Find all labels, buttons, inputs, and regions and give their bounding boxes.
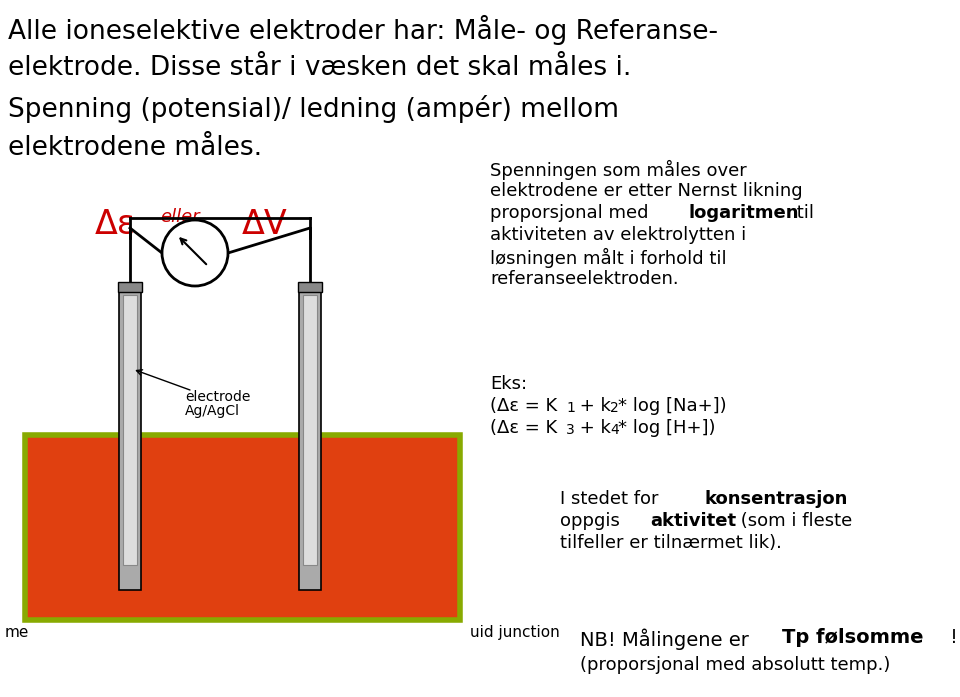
Text: tilfeller er tilnærmet lik).: tilfeller er tilnærmet lik). <box>560 534 781 552</box>
Text: * log [H+]): * log [H+]) <box>618 419 715 437</box>
Text: elektrodene måles.: elektrodene måles. <box>8 135 262 161</box>
Text: (som i fleste: (som i fleste <box>735 512 852 530</box>
Text: + k: + k <box>574 397 611 415</box>
Text: uid junction: uid junction <box>470 625 560 640</box>
Bar <box>303 295 317 565</box>
Text: electrode: electrode <box>185 390 251 404</box>
Text: * log [Na+]): * log [Na+]) <box>618 397 727 415</box>
Text: me: me <box>5 625 30 640</box>
Text: løsningen målt i forhold til: løsningen målt i forhold til <box>490 248 727 268</box>
Text: + k: + k <box>574 419 611 437</box>
Text: konsentrasjon: konsentrasjon <box>705 490 849 508</box>
Text: 1: 1 <box>566 401 575 415</box>
Text: 3: 3 <box>566 423 575 437</box>
Text: Eks:: Eks: <box>490 375 527 393</box>
Text: I stedet for: I stedet for <box>560 490 664 508</box>
Bar <box>298 282 322 292</box>
Text: Spenningen som måles over: Spenningen som måles over <box>490 160 747 180</box>
Text: Spenning (potensial)/ ledning (ampér) mellom: Spenning (potensial)/ ledning (ampér) me… <box>8 95 619 123</box>
Text: oppgis: oppgis <box>560 512 626 530</box>
Text: 4: 4 <box>610 423 619 437</box>
Text: Tp følsomme: Tp følsomme <box>782 628 924 647</box>
Text: !!: !! <box>950 628 960 647</box>
Text: (proporsjonal med absolutt temp.): (proporsjonal med absolutt temp.) <box>580 656 890 674</box>
Text: Ag/AgCl: Ag/AgCl <box>185 404 240 418</box>
Text: Alle ioneselektive elektroder har: Måle- og Referanse-: Alle ioneselektive elektroder har: Måle-… <box>8 15 718 45</box>
Bar <box>118 282 142 292</box>
Text: ΔV: ΔV <box>242 208 288 241</box>
Text: eller: eller <box>160 208 200 226</box>
Text: proporsjonal med: proporsjonal med <box>490 204 655 222</box>
Text: 2: 2 <box>610 401 619 415</box>
Text: aktivitet: aktivitet <box>650 512 736 530</box>
Text: elektrodene er etter Nernst likning: elektrodene er etter Nernst likning <box>490 182 803 200</box>
Text: til: til <box>791 204 814 222</box>
Bar <box>299 290 321 590</box>
Text: referanseelektroden.: referanseelektroden. <box>490 270 679 288</box>
Circle shape <box>162 220 228 286</box>
Text: NB! Målingene er: NB! Målingene er <box>580 628 756 650</box>
Text: aktiviteten av elektrolytten i: aktiviteten av elektrolytten i <box>490 226 746 244</box>
Text: (Δε = K: (Δε = K <box>490 419 557 437</box>
Text: Δε: Δε <box>95 208 135 241</box>
Text: elektrode. Disse står i væsken det skal måles i.: elektrode. Disse står i væsken det skal … <box>8 55 632 81</box>
Text: logaritmen: logaritmen <box>688 204 799 222</box>
Bar <box>119 290 141 590</box>
Bar <box>123 295 137 565</box>
Text: (Δε = K: (Δε = K <box>490 397 557 415</box>
Bar <box>25 435 460 620</box>
